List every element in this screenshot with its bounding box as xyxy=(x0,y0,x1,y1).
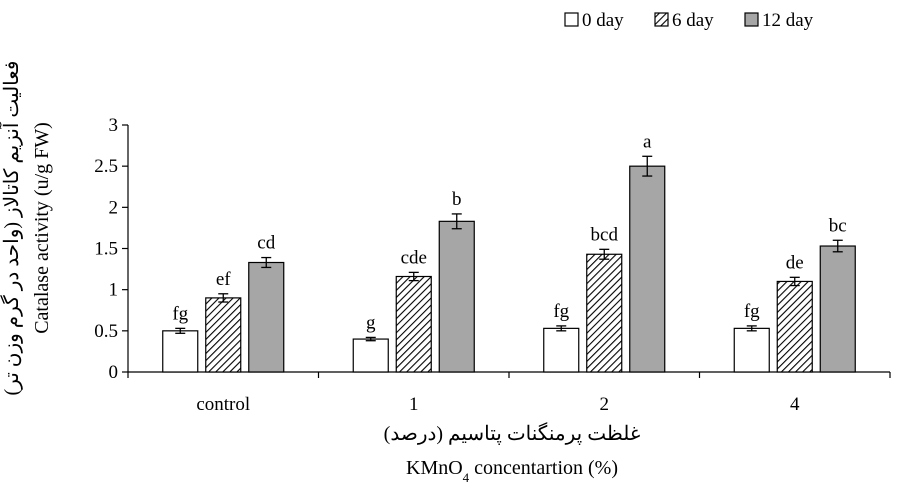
bar-0-day xyxy=(543,327,580,373)
legend-label: 6 day xyxy=(672,10,714,31)
y-tick-label: 1.5 xyxy=(94,239,118,260)
y-tick-label: 2.5 xyxy=(94,156,118,177)
significance-letter: fg xyxy=(172,303,188,324)
x-axis-title-persian: غلظت پرمنگنات پتاسیم (درصد) xyxy=(384,422,641,445)
bar-6-day xyxy=(586,253,623,373)
significance-letter: a xyxy=(643,131,652,152)
bar-6-day xyxy=(395,275,432,373)
significance-letter: de xyxy=(786,252,804,273)
bar-0-day xyxy=(352,338,389,373)
y-axis-title-persian: فعالیت آنزیم کاتالاز (واحد در گرم وزن تر… xyxy=(0,61,23,396)
bar-0-day xyxy=(162,330,199,373)
bar-12-day xyxy=(438,220,475,373)
y-tick-label: 0.5 xyxy=(94,321,118,342)
x-axis-title: KMnO4 concentartion (%) xyxy=(406,457,618,482)
significance-letter: bcd xyxy=(591,224,619,245)
significance-letter: ef xyxy=(216,269,231,290)
bar-12-day xyxy=(248,261,285,373)
significance-letter: bc xyxy=(829,215,847,236)
y-axis-title: Catalase activity (u/g FW) xyxy=(31,122,53,334)
y-tick-label: 0 xyxy=(109,362,119,383)
legend: 0 day 6 day 12 day xyxy=(564,10,814,31)
significance-letter: b xyxy=(452,189,462,210)
legend-swatch xyxy=(744,12,759,27)
legend-label: 0 day xyxy=(582,10,624,31)
bar-0-day xyxy=(733,327,770,373)
bar-12-day xyxy=(819,245,856,373)
significance-letter: cde xyxy=(401,247,427,268)
bars: fg g fg fg ef cde bcd de cd b a bc xyxy=(162,131,856,373)
legend-swatch xyxy=(654,12,669,27)
y-tick-label: 2 xyxy=(109,197,119,218)
significance-letter: cd xyxy=(257,233,275,254)
legend-label: 12 day xyxy=(762,10,814,31)
bar-12-day xyxy=(629,165,666,373)
x-category-label: control xyxy=(196,394,250,415)
significance-letter: fg xyxy=(744,301,760,322)
bar-6-day xyxy=(205,297,242,373)
significance-letter: fg xyxy=(553,301,569,322)
x-category-label: 2 xyxy=(600,394,610,415)
legend-swatch xyxy=(564,12,579,27)
significance-letter: g xyxy=(366,312,376,333)
y-tick-label: 3 xyxy=(109,115,119,136)
x-category-label: 1 xyxy=(409,394,419,415)
bar-6-day xyxy=(776,280,813,373)
x-category-label: 4 xyxy=(790,394,800,415)
y-tick-label: 1 xyxy=(109,280,119,301)
